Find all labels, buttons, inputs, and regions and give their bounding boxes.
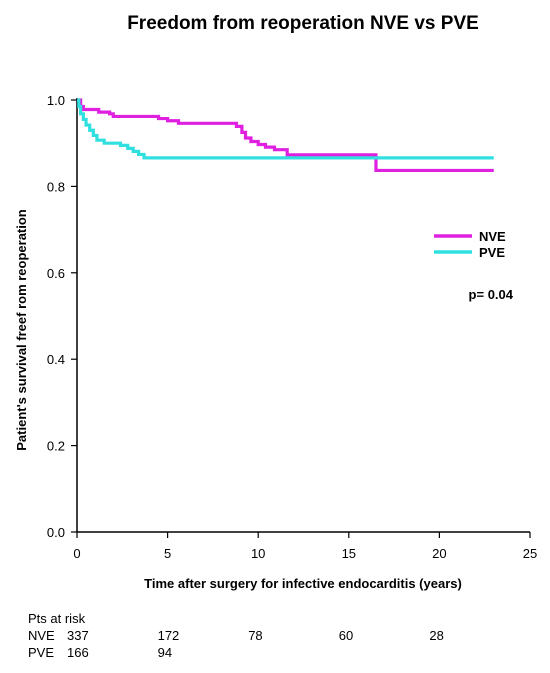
risk-count: 166: [67, 645, 89, 660]
x-tick-label: 20: [432, 546, 446, 561]
legend-label-pve: PVE: [479, 245, 505, 260]
risk-count: 78: [248, 628, 263, 643]
y-tick-label: 1.0: [47, 93, 65, 108]
axes: 0.0 0.2 0.4 0.6 0.8 1.0 0 5 10 15 20 25: [47, 93, 537, 561]
p-value-annotation: p= 0.04: [469, 287, 514, 302]
y-tick-label: 0.6: [47, 266, 65, 281]
series-line-nve: [77, 98, 494, 173]
risk-count: 172: [157, 628, 180, 643]
y-tick-label: 0.0: [47, 525, 65, 540]
x-axis-label: Time after surgery for infective endocar…: [144, 576, 462, 591]
x-tick-label: 5: [164, 546, 171, 561]
series-line-pve: [77, 98, 494, 160]
x-tick-label: 10: [251, 546, 265, 561]
survival-curves: [77, 98, 494, 173]
risk-count: 60: [338, 628, 354, 643]
y-tick-label: 0.8: [47, 179, 65, 194]
risk-row-label: PVE: [28, 645, 55, 660]
y-axis-label: Patient's survival freef rom reoperation: [14, 209, 29, 451]
risk-row-label: NVE: [28, 628, 55, 643]
risk-count: 94: [157, 645, 173, 660]
x-tick-label: 25: [523, 546, 537, 561]
chart-title: Freedom from reoperation NVE vs PVE: [127, 13, 479, 34]
x-tick-label: 0: [73, 546, 80, 561]
risk-count: 28: [429, 628, 444, 643]
risk-table-header: Pts at risk: [28, 611, 86, 626]
legend-label-nve: NVE: [479, 229, 506, 244]
x-tick-label: 15: [342, 546, 356, 561]
y-tick-label: 0.2: [47, 439, 65, 454]
y-tick-label: 0.4: [47, 352, 65, 367]
risk-count: 337: [67, 628, 89, 643]
